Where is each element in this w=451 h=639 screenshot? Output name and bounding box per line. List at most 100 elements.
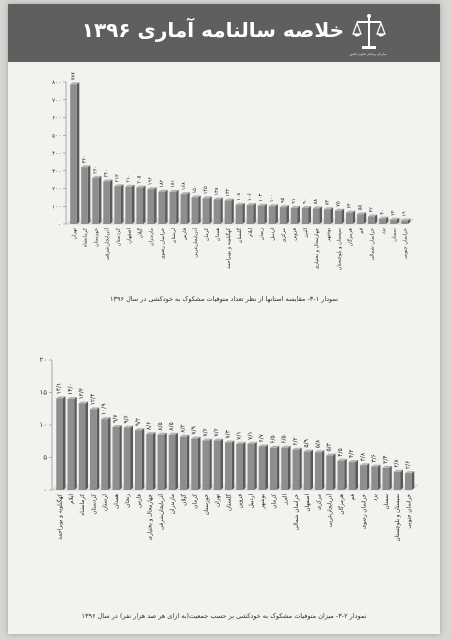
category-label: کهگیلویه و بویراحمد bbox=[56, 494, 64, 540]
bar-value-label: ۵/۹ bbox=[303, 439, 310, 447]
bar-side bbox=[299, 447, 302, 490]
bar bbox=[101, 419, 108, 490]
bar bbox=[368, 216, 375, 224]
bar-value-label: ۸۸ bbox=[313, 199, 319, 205]
bar-value-label: ۴/۵ bbox=[337, 448, 344, 456]
bar bbox=[270, 447, 277, 490]
bar-top bbox=[125, 184, 135, 187]
bar bbox=[136, 187, 144, 224]
bar-side bbox=[366, 463, 370, 490]
bar bbox=[390, 219, 397, 224]
bar bbox=[334, 210, 342, 224]
bar bbox=[135, 430, 142, 490]
bar-side bbox=[378, 464, 381, 490]
bar-value-label: ۴/۳ bbox=[348, 449, 355, 458]
bar bbox=[371, 466, 378, 490]
bar-top bbox=[246, 203, 256, 206]
bar-value-label: ۱۹ bbox=[401, 211, 407, 217]
y-tick-label: ۵۰۰ bbox=[52, 133, 61, 139]
category-label: چهارمحال و بختیاری bbox=[314, 228, 320, 269]
bar-top bbox=[401, 218, 411, 221]
category-label: آذربایجان‌شرقی bbox=[104, 227, 111, 260]
bar-value-label: ۴۲ bbox=[368, 207, 374, 213]
bar-value-label: ۹۰ bbox=[302, 199, 308, 204]
bar-side bbox=[209, 196, 212, 224]
bar-value-label: ۱۸۲ bbox=[159, 179, 165, 187]
bar-value-label: ۹/۲ bbox=[134, 418, 141, 426]
bar bbox=[315, 452, 322, 490]
bar-top bbox=[382, 465, 392, 468]
bar bbox=[180, 194, 188, 224]
bar-side bbox=[352, 210, 356, 224]
bar-side bbox=[264, 203, 267, 224]
bar-top bbox=[281, 445, 291, 448]
bar-top bbox=[312, 206, 323, 209]
category-label: مرکزی bbox=[281, 228, 287, 243]
category-label: چهارمحال و بختیاری bbox=[148, 493, 154, 540]
bar-top bbox=[67, 397, 77, 399]
chart-1-caption: نمودار ۱-۳- مقایسه استانها از نظر تعداد … bbox=[110, 295, 338, 303]
bar-value-label: ۲۴۰ bbox=[104, 169, 110, 177]
bar-side bbox=[231, 198, 234, 224]
bar-top bbox=[70, 82, 80, 85]
bar bbox=[268, 206, 276, 224]
category-label: تهران bbox=[72, 227, 78, 239]
bar bbox=[157, 434, 165, 490]
bar-top bbox=[92, 175, 102, 178]
y-tick-label: ۳۰۰ bbox=[52, 169, 61, 175]
bar-value-label: ۱۰۳ bbox=[258, 193, 264, 201]
bar-top bbox=[303, 449, 313, 452]
category-label: هرمزگان bbox=[337, 494, 345, 515]
bar-side bbox=[310, 449, 313, 490]
bar-side bbox=[120, 184, 124, 224]
category-label: کرمانشاه bbox=[83, 227, 89, 247]
bar bbox=[114, 186, 121, 224]
bar-side bbox=[321, 450, 325, 490]
bar bbox=[290, 207, 298, 224]
category-label: بوشهر bbox=[325, 228, 331, 242]
bar bbox=[92, 177, 99, 224]
bar-top bbox=[337, 458, 347, 461]
bar-top bbox=[56, 396, 66, 399]
bar-top bbox=[180, 192, 190, 195]
organization-name: سازمان پزشکی قانونی کشور bbox=[349, 52, 387, 56]
category-label: لرستان bbox=[103, 494, 109, 511]
category-label: گلستان bbox=[224, 494, 232, 511]
bar bbox=[235, 204, 243, 224]
bar-side bbox=[220, 438, 223, 490]
bar bbox=[81, 167, 88, 224]
bar bbox=[56, 398, 63, 490]
bar-top bbox=[301, 206, 312, 209]
bar-top bbox=[290, 205, 300, 208]
bar-side bbox=[187, 192, 190, 224]
category-label: تهران bbox=[215, 494, 221, 507]
bar-value-label: ۷۸۷ bbox=[71, 72, 77, 80]
bar-value-label: ۸/۵ bbox=[157, 422, 164, 430]
category-label: خوزستان bbox=[94, 228, 100, 247]
bar-top bbox=[405, 471, 415, 474]
report-page: خلاصه سالنامه آماری ۱۳۹۶ سازمان پزشکی قا… bbox=[8, 4, 440, 634]
bar-side bbox=[198, 195, 201, 224]
category-label: اصفهان bbox=[127, 228, 133, 244]
bar-side bbox=[355, 460, 358, 490]
bar-top bbox=[270, 445, 280, 448]
bar-top bbox=[346, 210, 356, 213]
bar bbox=[146, 434, 153, 490]
category-label: قزوین bbox=[238, 494, 244, 509]
bar bbox=[225, 442, 232, 490]
bar bbox=[90, 409, 97, 490]
y-tick-label: ۰ bbox=[43, 486, 47, 494]
bar-top bbox=[390, 217, 400, 220]
y-tick-label: ۱۵ bbox=[39, 389, 47, 397]
bar bbox=[382, 467, 390, 490]
category-label: کردستان bbox=[90, 494, 97, 515]
page-header: خلاصه سالنامه آماری ۱۳۹۶ سازمان پزشکی قا… bbox=[8, 4, 440, 62]
bar-side bbox=[141, 428, 145, 490]
bar-value-label: ۶/۵ bbox=[269, 435, 276, 443]
category-label: بوشهر bbox=[260, 494, 266, 510]
bar-top bbox=[379, 216, 389, 219]
bar bbox=[405, 473, 412, 490]
category-label: کردستان bbox=[116, 227, 122, 246]
bar-value-label: ۲/۶ bbox=[404, 461, 411, 469]
bar-top bbox=[103, 179, 113, 182]
